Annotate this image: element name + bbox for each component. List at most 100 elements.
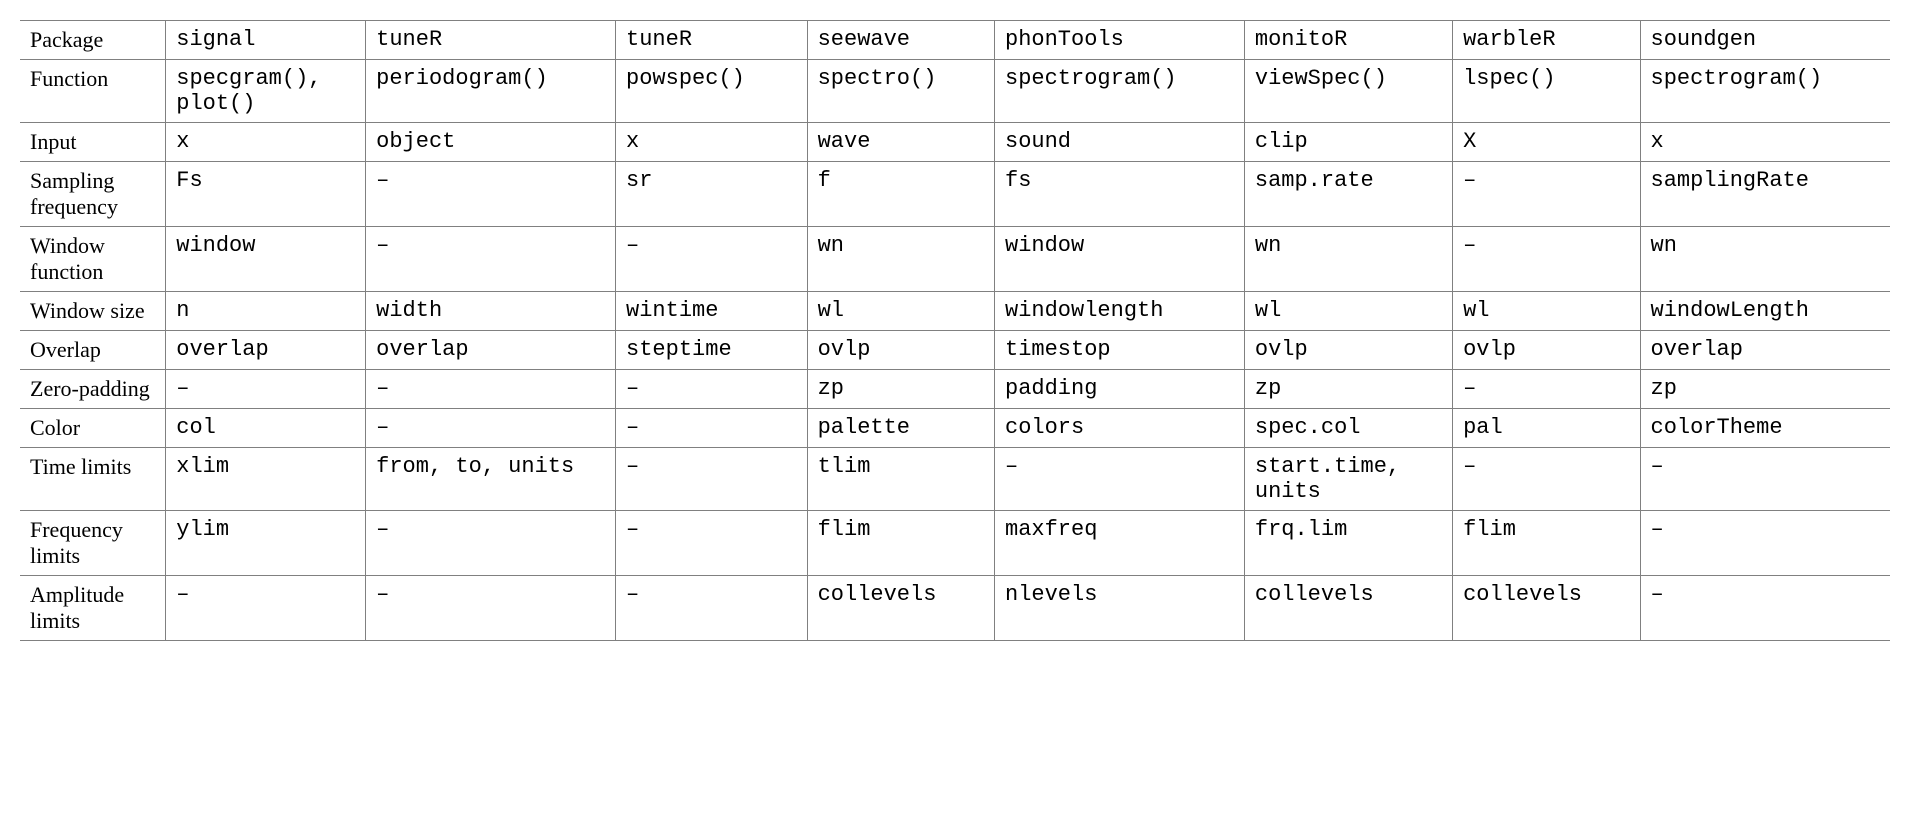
cell: tlim bbox=[807, 448, 994, 511]
cell: signal bbox=[166, 21, 366, 60]
cell: powspec() bbox=[616, 60, 808, 123]
cell: – bbox=[366, 576, 616, 641]
cell: – bbox=[1453, 227, 1640, 292]
cell: x bbox=[616, 123, 808, 162]
cell: ovlp bbox=[807, 331, 994, 370]
cell: f bbox=[807, 162, 994, 227]
cell: wl bbox=[807, 292, 994, 331]
cell: zp bbox=[1640, 370, 1890, 409]
table-row: Color col – – palette colors spec.col pa… bbox=[20, 409, 1890, 448]
cell: – bbox=[1640, 448, 1890, 511]
table-row: Amplitude limits – – – collevels nlevels… bbox=[20, 576, 1890, 641]
cell: n bbox=[166, 292, 366, 331]
table-row: Window size n width wintime wl windowlen… bbox=[20, 292, 1890, 331]
cell: spec.col bbox=[1244, 409, 1452, 448]
cell: object bbox=[366, 123, 616, 162]
table-row: Zero-padding – – – zp padding zp – zp bbox=[20, 370, 1890, 409]
cell: – bbox=[616, 448, 808, 511]
cell: Fs bbox=[166, 162, 366, 227]
cell: flim bbox=[1453, 511, 1640, 576]
table-row: Sampling frequency Fs – sr f fs samp.rat… bbox=[20, 162, 1890, 227]
cell: – bbox=[366, 162, 616, 227]
cell: nlevels bbox=[995, 576, 1245, 641]
cell: – bbox=[616, 511, 808, 576]
row-label: Amplitude limits bbox=[20, 576, 166, 641]
row-label: Overlap bbox=[20, 331, 166, 370]
cell: collevels bbox=[1453, 576, 1640, 641]
cell: overlap bbox=[166, 331, 366, 370]
cell: xlim bbox=[166, 448, 366, 511]
cell: spectrogram() bbox=[995, 60, 1245, 123]
cell: – bbox=[366, 227, 616, 292]
cell: – bbox=[616, 227, 808, 292]
table-row: Input x object x wave sound clip X x bbox=[20, 123, 1890, 162]
cell: width bbox=[366, 292, 616, 331]
cell: wave bbox=[807, 123, 994, 162]
cell: wl bbox=[1453, 292, 1640, 331]
cell: padding bbox=[995, 370, 1245, 409]
row-label: Function bbox=[20, 60, 166, 123]
cell: x bbox=[166, 123, 366, 162]
cell: palette bbox=[807, 409, 994, 448]
row-label: Frequency limits bbox=[20, 511, 166, 576]
row-label: Time limits bbox=[20, 448, 166, 511]
cell: collevels bbox=[1244, 576, 1452, 641]
cell: start.time, units bbox=[1244, 448, 1452, 511]
cell: wn bbox=[1640, 227, 1890, 292]
table-row: Frequency limits ylim – – flim maxfreq f… bbox=[20, 511, 1890, 576]
table-row: Package signal tuneR tuneR seewave phonT… bbox=[20, 21, 1890, 60]
cell: samp.rate bbox=[1244, 162, 1452, 227]
row-label: Color bbox=[20, 409, 166, 448]
cell: lspec() bbox=[1453, 60, 1640, 123]
cell: tuneR bbox=[366, 21, 616, 60]
row-label: Window function bbox=[20, 227, 166, 292]
cell: overlap bbox=[366, 331, 616, 370]
cell: tuneR bbox=[616, 21, 808, 60]
cell: timestop bbox=[995, 331, 1245, 370]
cell: ovlp bbox=[1244, 331, 1452, 370]
row-label: Input bbox=[20, 123, 166, 162]
cell: specgram(), plot() bbox=[166, 60, 366, 123]
table-row: Overlap overlap overlap steptime ovlp ti… bbox=[20, 331, 1890, 370]
cell: clip bbox=[1244, 123, 1452, 162]
cell: – bbox=[366, 370, 616, 409]
cell: zp bbox=[1244, 370, 1452, 409]
cell: warbleR bbox=[1453, 21, 1640, 60]
cell: periodogram() bbox=[366, 60, 616, 123]
cell: ovlp bbox=[1453, 331, 1640, 370]
cell: window bbox=[995, 227, 1245, 292]
row-label: Zero-padding bbox=[20, 370, 166, 409]
cell: colors bbox=[995, 409, 1245, 448]
cell: – bbox=[616, 576, 808, 641]
cell: col bbox=[166, 409, 366, 448]
cell: samplingRate bbox=[1640, 162, 1890, 227]
row-label: Window size bbox=[20, 292, 166, 331]
cell: wl bbox=[1244, 292, 1452, 331]
cell: pal bbox=[1453, 409, 1640, 448]
cell: sr bbox=[616, 162, 808, 227]
cell: – bbox=[995, 448, 1245, 511]
cell: steptime bbox=[616, 331, 808, 370]
cell: X bbox=[1453, 123, 1640, 162]
cell: from, to, units bbox=[366, 448, 616, 511]
cell: fs bbox=[995, 162, 1245, 227]
cell: x bbox=[1640, 123, 1890, 162]
cell: ylim bbox=[166, 511, 366, 576]
cell: wintime bbox=[616, 292, 808, 331]
cell: maxfreq bbox=[995, 511, 1245, 576]
cell: collevels bbox=[807, 576, 994, 641]
cell: – bbox=[166, 576, 366, 641]
cell: seewave bbox=[807, 21, 994, 60]
cell: flim bbox=[807, 511, 994, 576]
cell: spectro() bbox=[807, 60, 994, 123]
cell: monitoR bbox=[1244, 21, 1452, 60]
cell: zp bbox=[807, 370, 994, 409]
table-row: Time limits xlim from, to, units – tlim … bbox=[20, 448, 1890, 511]
cell: wn bbox=[807, 227, 994, 292]
cell: – bbox=[616, 370, 808, 409]
cell: frq.lim bbox=[1244, 511, 1452, 576]
cell: – bbox=[366, 511, 616, 576]
cell: colorTheme bbox=[1640, 409, 1890, 448]
cell: – bbox=[1640, 511, 1890, 576]
cell: – bbox=[1453, 162, 1640, 227]
